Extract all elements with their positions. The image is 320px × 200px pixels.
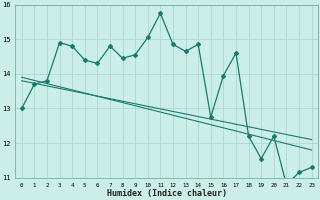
X-axis label: Humidex (Indice chaleur): Humidex (Indice chaleur) bbox=[107, 189, 227, 198]
